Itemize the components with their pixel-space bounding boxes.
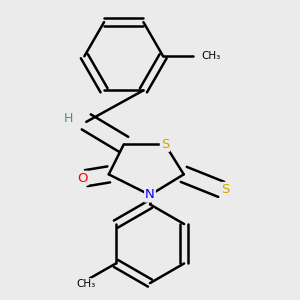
Text: S: S: [221, 183, 229, 196]
Text: CH₃: CH₃: [201, 51, 220, 61]
Text: O: O: [77, 172, 88, 184]
Text: S: S: [161, 138, 169, 151]
Text: CH₃: CH₃: [76, 279, 95, 289]
Text: N: N: [145, 188, 155, 202]
Text: H: H: [64, 112, 73, 124]
